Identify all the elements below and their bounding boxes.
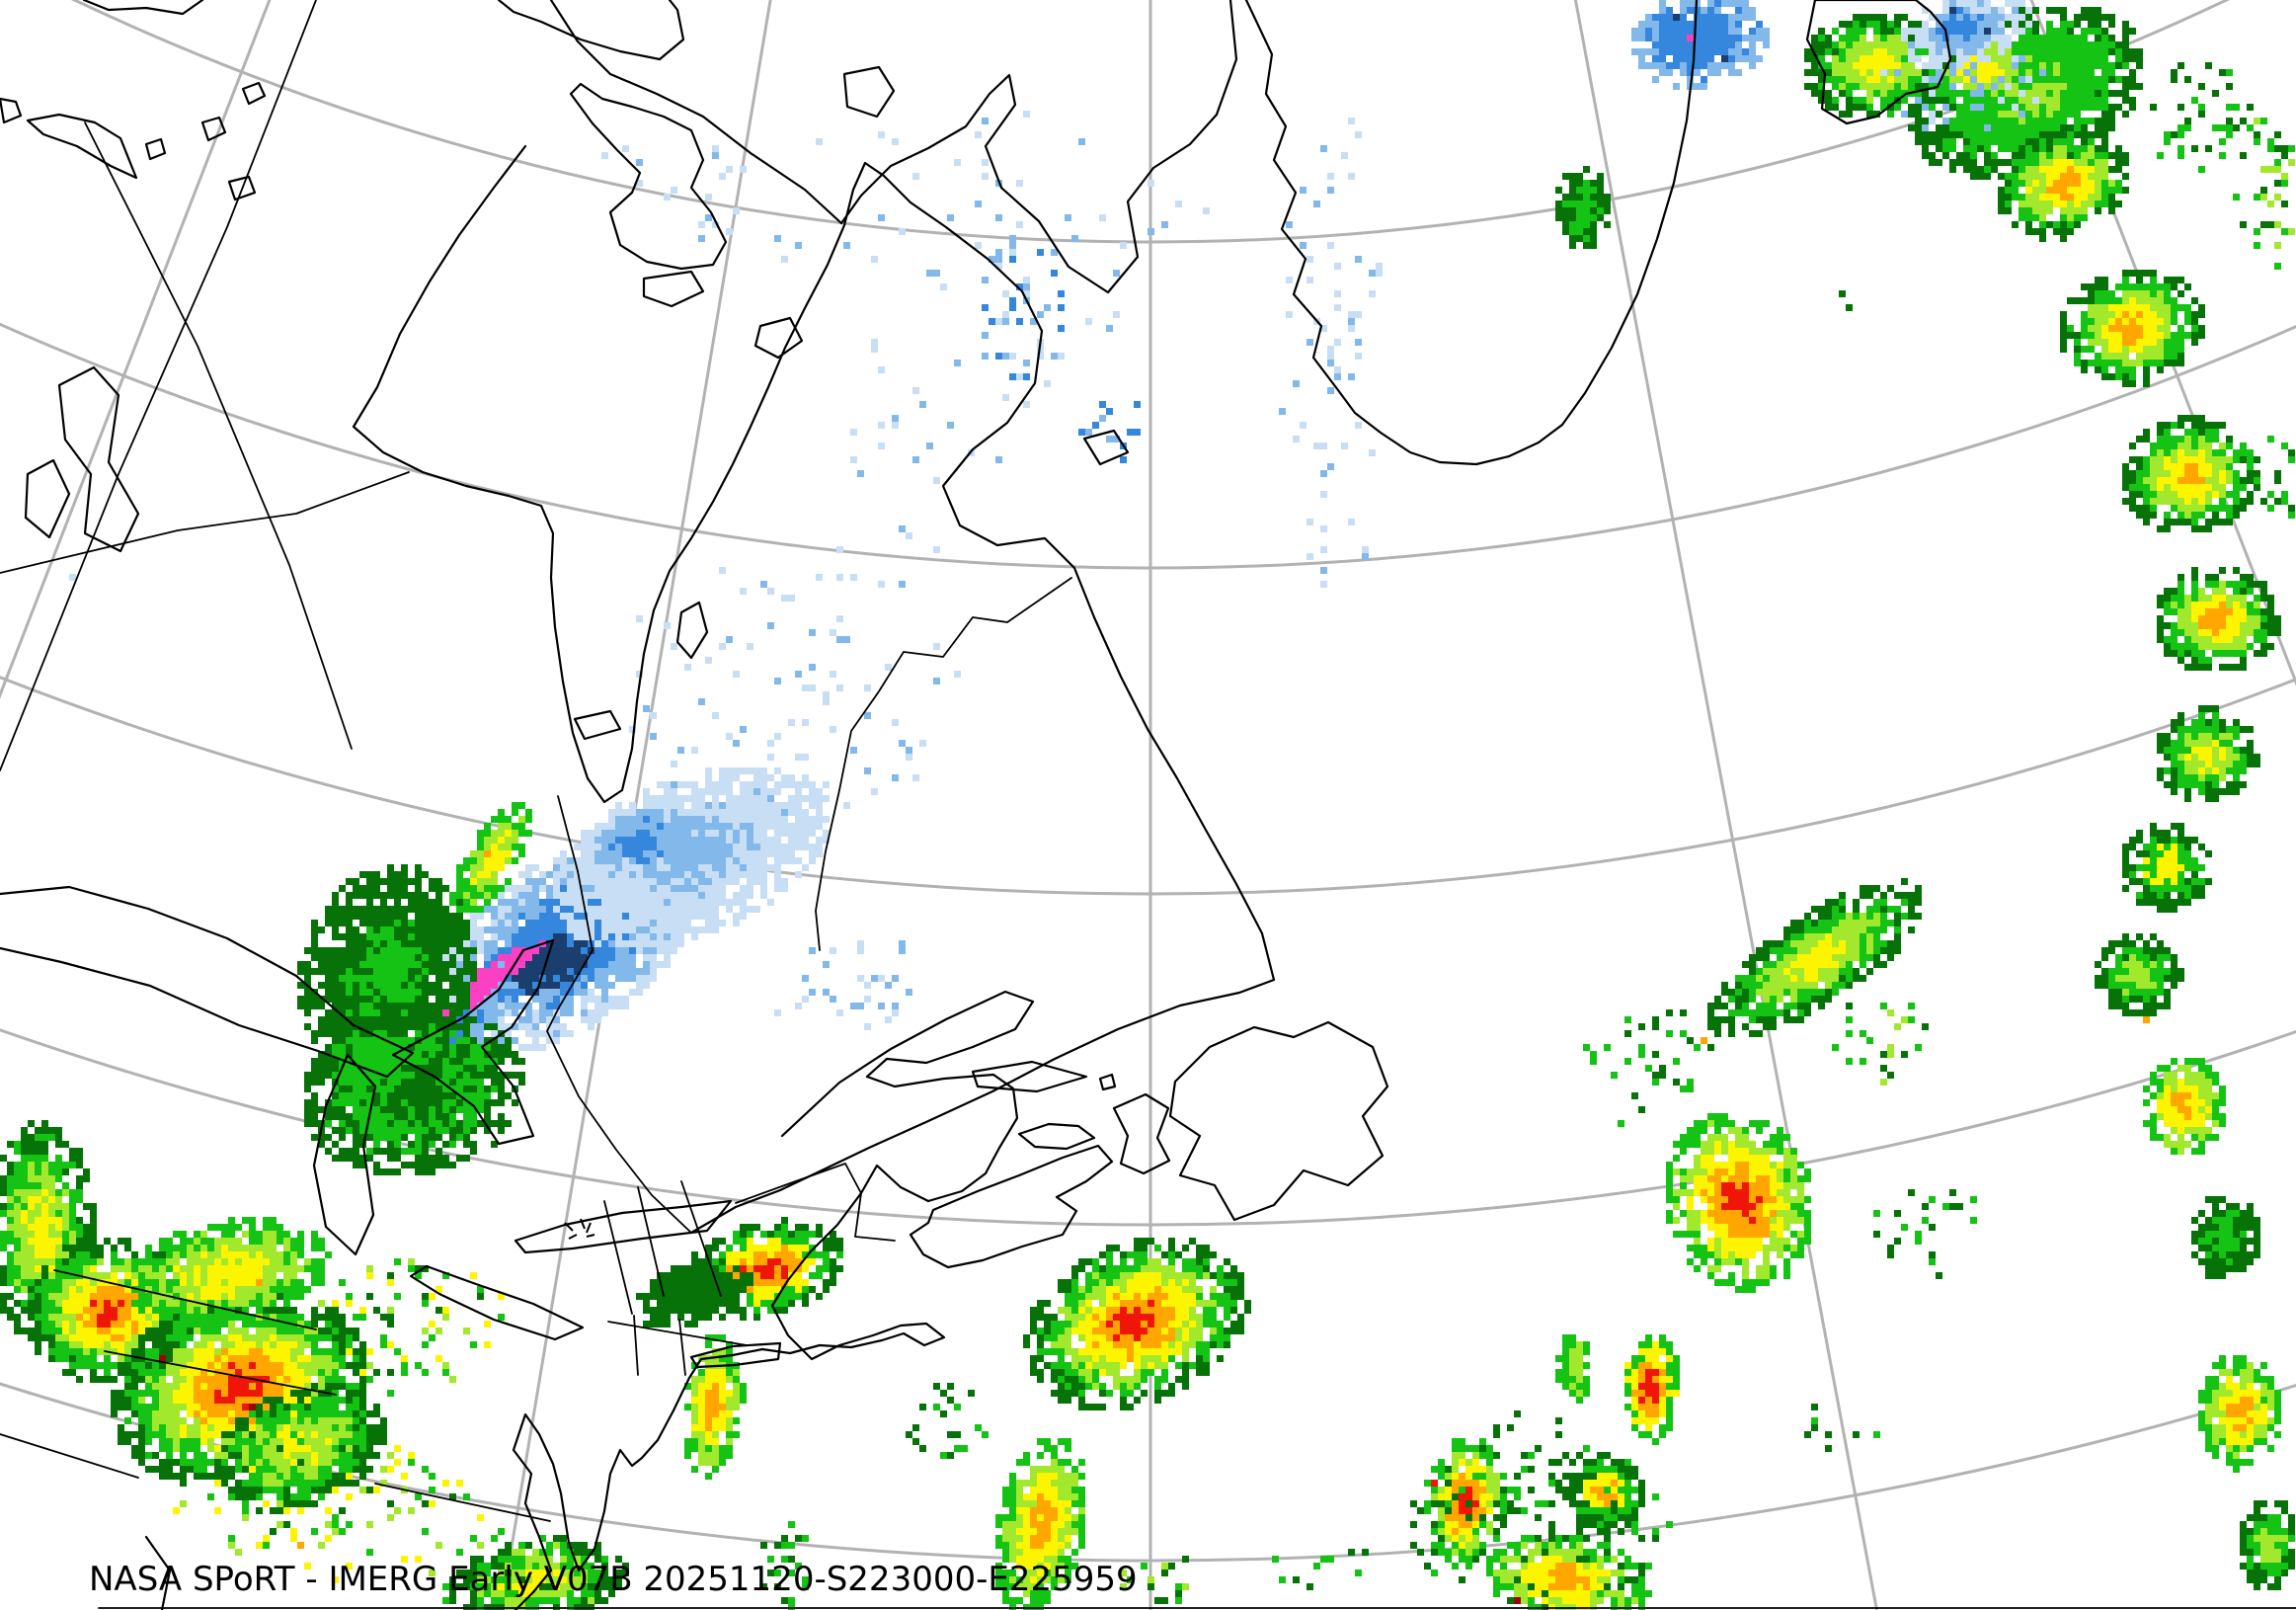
map-artifact-marks (564, 1218, 595, 1240)
coastlines-layer (0, 0, 1952, 1610)
map-caption: NASA SPoRT - IMERG Early V07B 20251120-S… (89, 1560, 1138, 1599)
